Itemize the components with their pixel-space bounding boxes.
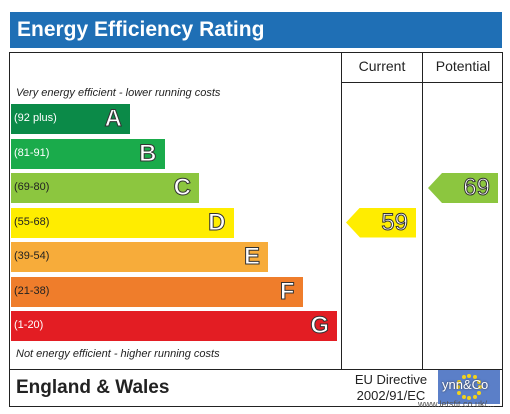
band-letter: A [104,105,122,133]
footer-divider [9,369,503,370]
band-range-label: (1-20) [14,319,44,331]
eu-directive-line2: 2002/91/EC [356,388,426,403]
title-bar: Energy Efficiency Rating [10,12,502,48]
column-header-current: Current [358,58,406,74]
current-rating-arrow: 59 [346,207,416,238]
eu-star-icon [476,390,481,395]
potential-rating-value: 69 [463,174,491,202]
eu-star-icon [478,385,482,389]
band-range-label: (39-54) [14,250,50,262]
eu-star-icon [472,394,477,399]
eu-star-icon [457,390,462,395]
band-letter: F [279,277,295,305]
eu-star-icon [467,374,471,378]
watermark: www.letsfit.co.uk/... [418,399,495,409]
band-e: (39-54) E [11,242,268,272]
band-letter: G [310,312,330,340]
band-range-label: (55-68) [14,215,50,228]
rating-table-frame [9,52,503,407]
eu-star-icon [456,385,460,389]
eu-star-icon [457,379,462,384]
band-d: (55-68) D [11,207,234,238]
band-letter: C [173,174,191,202]
eu-star-icon [476,379,481,384]
band-g: (1-20) G [11,311,337,341]
current-rating-value: 59 [381,208,409,236]
column-divider-current [341,52,342,370]
header-row-divider [341,82,503,83]
agency-logo-text: ynn&Co [442,377,489,392]
band-letter: B [139,139,157,167]
eu-star-icon [467,396,471,400]
band-range-label: (92 plus) [14,112,57,124]
eu-flag-logo: ynn&Co [438,370,500,404]
band-f: (21-38) F [11,276,303,307]
band-range-label: (81-91) [14,146,50,159]
eu-star-icon [472,375,477,380]
band-range-label: (21-38) [14,284,50,297]
note-efficient: Very energy efficient - lower running co… [16,87,221,99]
band-letter: E [243,243,260,271]
eu-star-icon [461,375,466,380]
note-inefficient: Not energy efficient - higher running co… [16,348,220,360]
potential-rating-arrow: 69 [428,173,498,203]
band-b: (81-91) B [11,138,165,169]
eu-star-icon [461,394,466,399]
eu-directive: EU Directive 2002/91/EC [346,372,436,404]
column-header-potential: Potential [435,58,491,74]
band-letter: D [208,208,226,236]
eu-directive-line1: EU Directive [354,372,428,387]
chart-title: Energy Efficiency Rating [17,18,265,41]
footer-country: England & Wales [16,377,170,398]
band-a: (92 plus) A [11,104,130,134]
band-c: (69-80) C [11,173,199,203]
band-range-label: (69-80) [14,181,50,193]
column-divider-potential [422,52,423,370]
